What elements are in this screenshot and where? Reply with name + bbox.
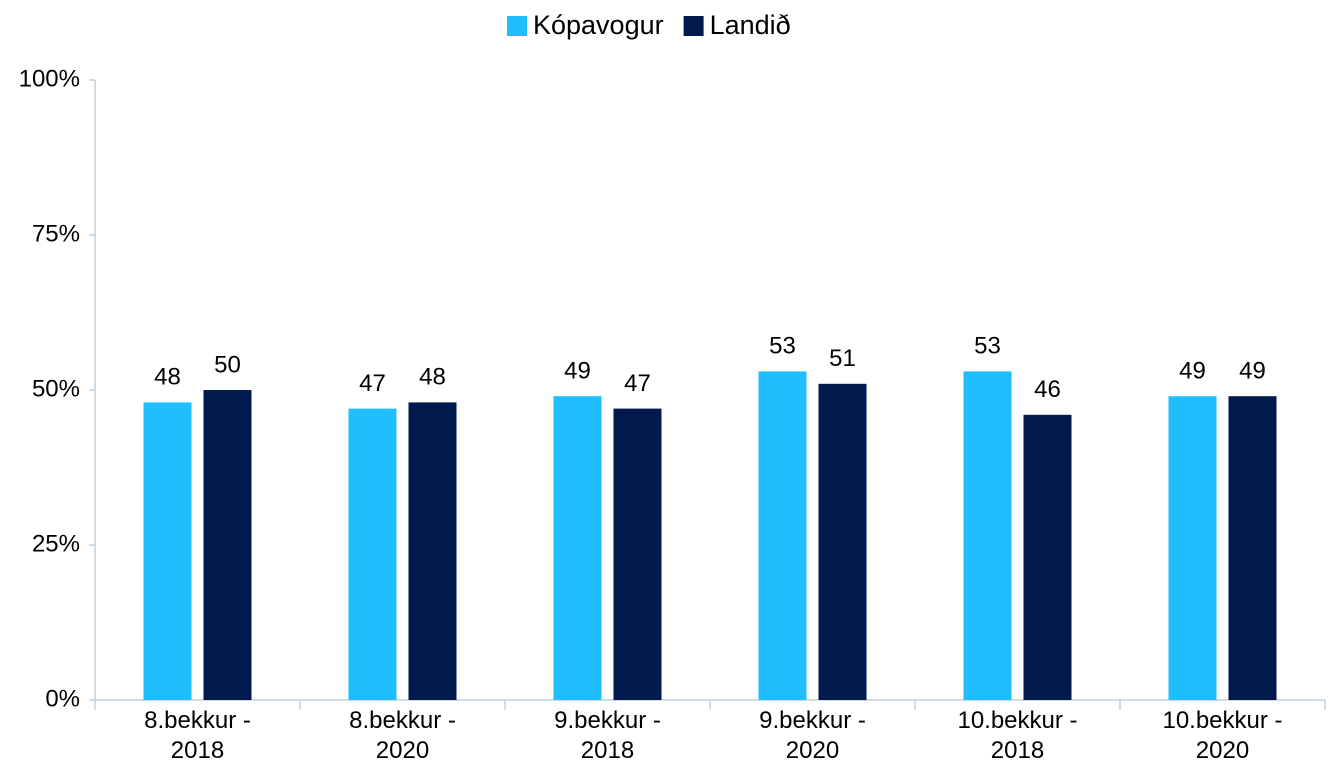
bar — [203, 390, 252, 700]
bar — [963, 371, 1012, 700]
bar — [1023, 414, 1072, 700]
data-label: 48 — [419, 364, 446, 391]
x-tick-label: 8.bekkur -2020 — [349, 707, 456, 764]
legend-swatch — [683, 16, 704, 36]
data-label: 47 — [359, 370, 386, 397]
x-tick-label: 10.bekkur -2020 — [1162, 707, 1282, 764]
bar — [818, 383, 867, 700]
data-label: 46 — [1034, 376, 1061, 403]
data-label: 50 — [214, 351, 241, 378]
x-tick-label: 9.bekkur -2020 — [759, 707, 866, 764]
bar — [613, 408, 662, 700]
legend-label: Kópavogur — [533, 10, 664, 40]
data-label: 49 — [564, 358, 591, 385]
y-tick-label: 0% — [45, 685, 80, 712]
data-label: 53 — [974, 333, 1001, 360]
bar — [758, 371, 807, 700]
data-label: 53 — [769, 333, 796, 360]
bar — [348, 408, 397, 700]
bar — [143, 402, 192, 700]
y-tick-label: 100% — [19, 65, 80, 92]
data-label: 49 — [1179, 358, 1206, 385]
bar — [1168, 396, 1217, 700]
data-label: 49 — [1239, 358, 1266, 385]
y-tick-label: 75% — [32, 220, 80, 247]
y-tick-label: 25% — [32, 530, 80, 557]
data-label: 47 — [624, 370, 651, 397]
data-label: 48 — [154, 364, 181, 391]
bar — [408, 402, 457, 700]
x-tick-label: 9.bekkur -2018 — [554, 707, 661, 764]
x-tick-label: 8.bekkur -2018 — [144, 707, 251, 764]
y-tick-label: 50% — [32, 375, 80, 402]
legend-swatch — [507, 16, 527, 36]
legend-label: Landið — [710, 10, 791, 40]
x-tick-label: 10.bekkur -2018 — [957, 707, 1077, 764]
bar — [553, 396, 602, 700]
data-label: 51 — [829, 345, 856, 372]
bar — [1228, 396, 1277, 700]
